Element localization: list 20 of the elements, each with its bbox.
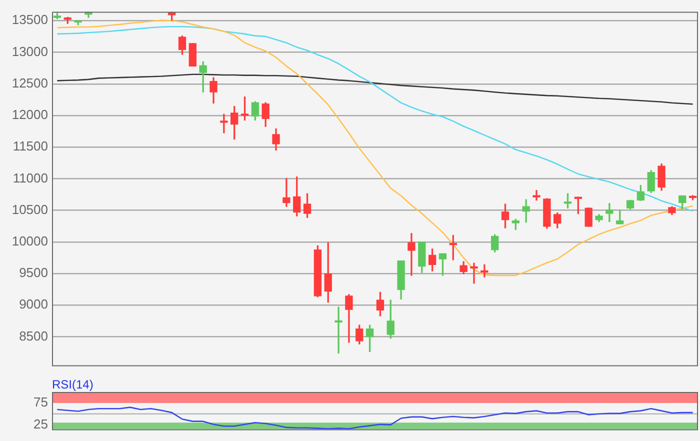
y-tick-label: 11500 (12, 138, 48, 154)
candlestick (282, 178, 290, 207)
y-tick-label: 10500 (12, 202, 48, 217)
y-tick-label: 12000 (12, 107, 48, 122)
y-tick-label: 11000 (12, 170, 48, 186)
y-tick-label: 10000 (12, 234, 48, 248)
y-tick-label: 8500 (19, 328, 48, 344)
y-tick-label: 13500 (12, 12, 48, 28)
candlestick (532, 190, 540, 201)
y-tick-label: 75 (34, 394, 48, 410)
y-tick-label: 25 (34, 416, 48, 432)
candlestick (408, 233, 416, 276)
chart-title: RSI(14) (52, 377, 94, 392)
y-tick-label: 9000 (19, 296, 48, 312)
y-tick-label: 9500 (19, 265, 48, 280)
y-tick-label: 13000 (12, 44, 48, 59)
candlestick (470, 262, 478, 284)
candlestick (606, 203, 614, 222)
candlestick (334, 306, 342, 354)
y-tick-label: 12500 (12, 75, 48, 90)
